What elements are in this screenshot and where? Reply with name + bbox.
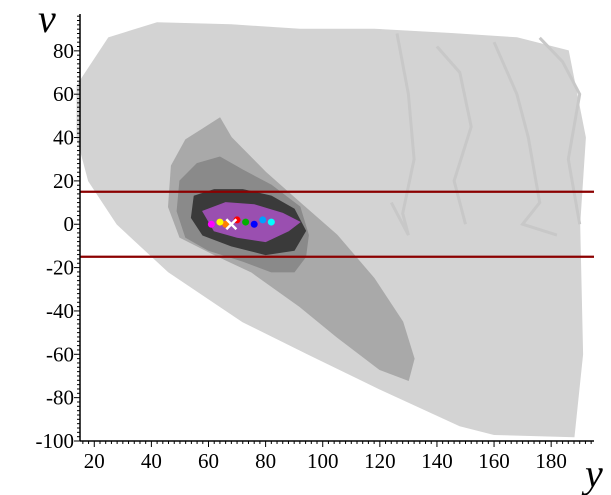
threshold-lines bbox=[80, 190, 594, 258]
x-tick-label: 180 bbox=[535, 449, 567, 473]
x-axis-label: y bbox=[581, 451, 603, 495]
y-ticks: -100 -80 -60 -40 -20 0 20 40 60 80 bbox=[36, 15, 80, 453]
trajectory-1 bbox=[435, 45, 473, 225]
x-tick-label: 120 bbox=[364, 449, 396, 473]
y-tick-label: 0 bbox=[64, 212, 75, 236]
x-tick-label: 160 bbox=[478, 449, 510, 473]
point-marker-8-b bbox=[225, 218, 238, 231]
x-tick-label: 100 bbox=[307, 449, 339, 473]
colored-points bbox=[207, 216, 275, 231]
y-tick-label: 40 bbox=[53, 126, 74, 150]
density-regions bbox=[76, 22, 586, 438]
x-ticks: 20 40 60 80 100 120 140 160 180 bbox=[82, 441, 592, 473]
y-tick-label: 80 bbox=[53, 39, 74, 63]
density-region-hot bbox=[202, 202, 301, 243]
y-tick-label: -100 bbox=[36, 429, 75, 453]
y-axis-label: v bbox=[38, 0, 56, 41]
trajectory-0 bbox=[389, 33, 416, 236]
point-3 bbox=[250, 220, 258, 228]
x-tick-label: 140 bbox=[421, 449, 453, 473]
y-tick-label: -80 bbox=[46, 386, 74, 410]
y-tick-label: 20 bbox=[53, 169, 74, 193]
trajectory-3 bbox=[538, 36, 582, 225]
y-tick-label: -20 bbox=[46, 256, 74, 280]
point-7 bbox=[267, 218, 275, 226]
point-5 bbox=[259, 216, 267, 224]
point-0 bbox=[222, 220, 230, 228]
y-tick-label: -60 bbox=[46, 342, 74, 366]
wandering-trajectories bbox=[389, 33, 582, 237]
point-2 bbox=[242, 218, 250, 226]
trajectory-2 bbox=[492, 41, 558, 237]
x-tick-label: 20 bbox=[84, 449, 105, 473]
x-tick-label: 40 bbox=[141, 449, 162, 473]
x-tick-label: 80 bbox=[255, 449, 276, 473]
y-tick-label: 60 bbox=[53, 82, 74, 106]
point-6 bbox=[207, 220, 215, 228]
x-tick-label: 60 bbox=[198, 449, 219, 473]
y-tick-label: -40 bbox=[46, 299, 74, 323]
point-4 bbox=[216, 218, 224, 226]
